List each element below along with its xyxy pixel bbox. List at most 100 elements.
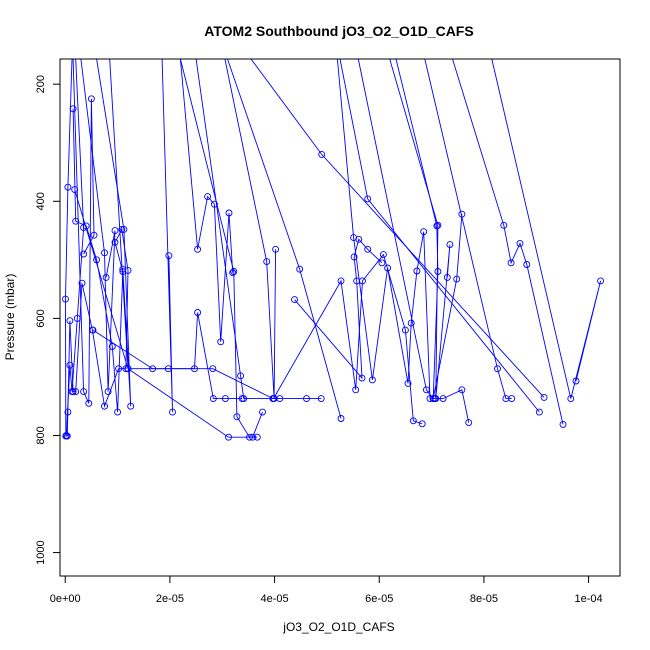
data-point xyxy=(101,402,108,410)
data-point xyxy=(210,200,218,208)
data-point xyxy=(240,395,248,403)
data-point xyxy=(191,365,198,373)
data-point xyxy=(194,245,202,253)
y-tick-label: 1000 xyxy=(35,540,47,564)
data-point xyxy=(85,399,93,407)
data-point xyxy=(434,268,442,275)
data-point xyxy=(259,408,266,416)
series-line-16 xyxy=(357,58,470,423)
data-point xyxy=(263,258,271,266)
series-line-13 xyxy=(273,253,423,425)
data-point xyxy=(114,408,122,416)
data-point xyxy=(458,386,466,394)
data-point xyxy=(364,245,372,253)
data-point xyxy=(364,195,372,203)
data-point xyxy=(420,228,428,236)
data-point xyxy=(523,261,531,268)
data-point xyxy=(62,295,69,303)
data-point xyxy=(249,433,257,441)
data-point xyxy=(337,415,345,422)
data-point xyxy=(432,395,440,403)
data-point xyxy=(446,241,454,249)
data-point xyxy=(296,265,304,273)
series-line-1 xyxy=(72,58,95,404)
data-point xyxy=(500,221,508,229)
data-point xyxy=(233,413,241,421)
data-point xyxy=(270,395,277,403)
data-point xyxy=(409,417,417,425)
data-point xyxy=(115,365,123,373)
data-point xyxy=(165,252,173,260)
data-point xyxy=(378,259,386,267)
data-point xyxy=(101,249,108,257)
series-line-3 xyxy=(96,58,132,407)
data-point xyxy=(66,317,74,325)
data-point xyxy=(63,432,71,440)
data-point xyxy=(72,217,80,225)
data-point xyxy=(291,296,298,304)
data-point xyxy=(124,365,132,373)
data-point xyxy=(237,372,245,380)
data-point xyxy=(71,186,79,194)
data-point xyxy=(209,395,217,403)
data-point xyxy=(78,279,86,287)
series-line-20 xyxy=(452,58,564,425)
data-point xyxy=(122,365,130,373)
data-point xyxy=(80,388,88,396)
data-point xyxy=(119,265,127,273)
data-point xyxy=(443,273,451,281)
data-point xyxy=(66,361,74,369)
data-point xyxy=(104,388,112,396)
y-tick-label: 400 xyxy=(35,192,47,210)
x-tick-label: 4e-05 xyxy=(261,593,289,605)
data-point xyxy=(429,395,437,403)
data-point xyxy=(465,419,473,427)
series-line-11 xyxy=(224,58,277,399)
data-point xyxy=(303,395,310,403)
data-point xyxy=(246,433,253,441)
series-line-15 xyxy=(336,58,435,400)
series-line-0 xyxy=(65,58,129,437)
series-line-14 xyxy=(294,238,383,380)
data-point xyxy=(540,393,548,401)
y-tick-label: 600 xyxy=(35,309,47,327)
y-tick-label: 200 xyxy=(35,75,47,93)
data-point xyxy=(379,251,387,259)
data-point xyxy=(572,377,580,385)
y-tick-label: 800 xyxy=(35,426,47,444)
data-point xyxy=(217,338,225,346)
chart-title: ATOM2 Southbound jO3_O2_O1D_CAFS xyxy=(204,23,473,39)
data-point xyxy=(69,105,77,113)
x-tick-label: 1e-04 xyxy=(575,593,603,605)
x-tick-label: 2e-05 xyxy=(156,593,184,605)
x-tick-label: 0e+00 xyxy=(50,593,81,605)
data-point xyxy=(194,309,202,316)
data-point xyxy=(401,326,409,334)
series-line-7 xyxy=(161,58,173,413)
data-point xyxy=(127,402,135,410)
data-point xyxy=(350,234,358,242)
data-point xyxy=(253,433,261,441)
x-axis: 0e+00 2e-05 4e-05 6e-05 8e-05 1e-04 xyxy=(50,575,603,605)
series-line-12 xyxy=(227,58,342,419)
data-point xyxy=(337,277,345,285)
series-line-2 xyxy=(80,58,116,392)
data-point xyxy=(350,253,358,261)
data-point xyxy=(221,395,229,403)
data-point xyxy=(353,277,361,285)
series-line-9 xyxy=(179,58,263,438)
data-point xyxy=(567,395,575,403)
data-point xyxy=(516,239,524,247)
data-point xyxy=(102,273,110,281)
data-point xyxy=(64,408,72,416)
data-point xyxy=(209,365,217,373)
data-point xyxy=(73,314,81,322)
data-point xyxy=(230,268,238,275)
data-point xyxy=(169,408,176,416)
series-line-10 xyxy=(195,58,322,400)
data-point xyxy=(358,374,366,382)
data-point xyxy=(439,395,447,403)
data-point xyxy=(418,420,426,428)
data-point xyxy=(204,193,212,201)
